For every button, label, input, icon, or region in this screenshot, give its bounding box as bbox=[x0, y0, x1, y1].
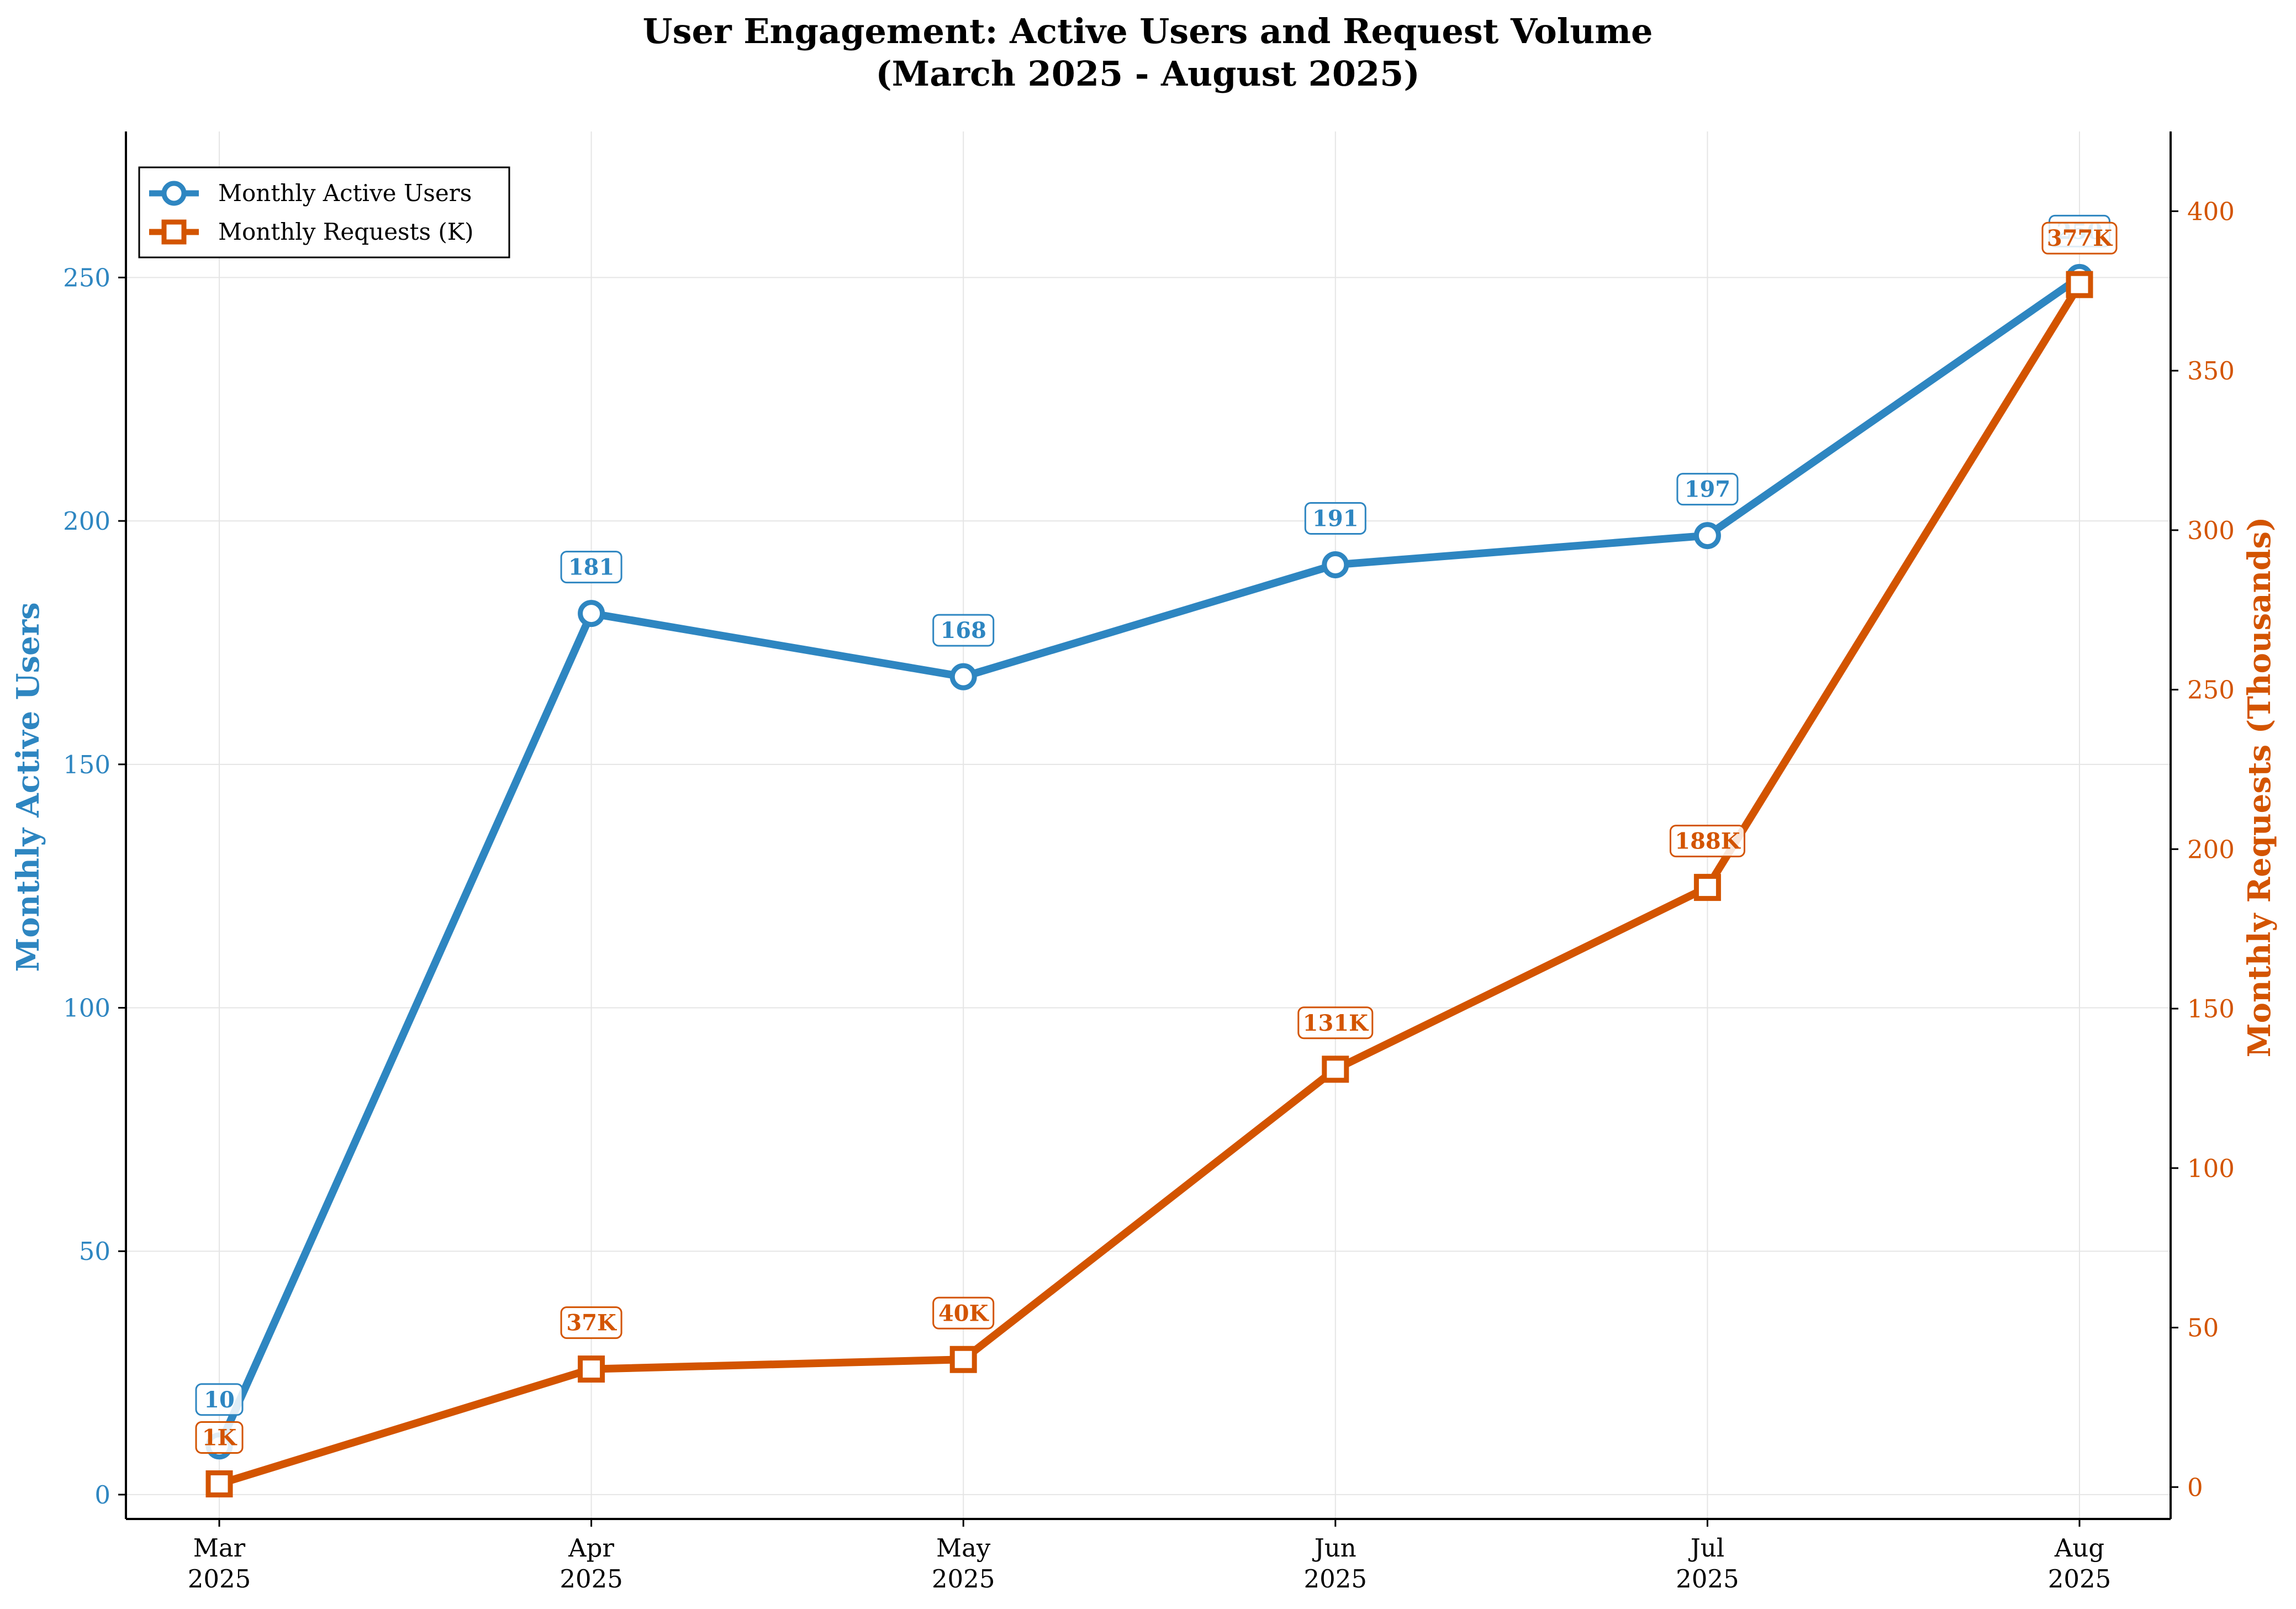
users-point-marker bbox=[1322, 551, 1349, 578]
data-labels: 101811681911972501K37K40K131K188K377K bbox=[195, 214, 2118, 1454]
users-data-label-text: 181 bbox=[568, 555, 615, 581]
legend: Monthly Active Users Monthly Requests (K… bbox=[138, 166, 510, 259]
users-data-label-box bbox=[560, 551, 622, 584]
users-data-label: 168 bbox=[932, 614, 995, 647]
users-data-label: 181 bbox=[560, 551, 622, 584]
requests-data-label-text: 40K bbox=[938, 1300, 989, 1326]
requests-data-label-box bbox=[560, 1306, 622, 1339]
users-data-label: 197 bbox=[1676, 473, 1739, 506]
requests-point-marker bbox=[205, 1470, 233, 1497]
x-tick-label: Apr 2025 bbox=[560, 1533, 623, 1594]
right-tick-label: 350 bbox=[2187, 356, 2235, 386]
left-axis-ticks: 0 50 100 150 200 250 bbox=[63, 263, 126, 1510]
right-tick-label: 100 bbox=[2187, 1154, 2235, 1183]
users-point-marker bbox=[949, 663, 977, 690]
right-axis-ticks: 0 50 100 150 200 250 300 350 400 bbox=[2171, 197, 2235, 1502]
right-tick-label: 0 bbox=[2187, 1473, 2203, 1502]
requests-data-label-box bbox=[1669, 825, 1745, 858]
users-data-label-text: 191 bbox=[1312, 505, 1359, 531]
right-tick-label: 400 bbox=[2187, 197, 2235, 226]
users-data-label-text: 10 bbox=[204, 1387, 235, 1413]
users-data-label-text: 168 bbox=[940, 618, 986, 643]
requests-data-label: 188K bbox=[1669, 825, 1745, 858]
requests-data-label: 37K bbox=[560, 1306, 622, 1339]
legend-label-users: Monthly Active Users bbox=[218, 180, 472, 207]
requests-data-label-box bbox=[195, 1421, 244, 1454]
right-axis-label: Monthly Requests (Thousands) bbox=[2241, 517, 2278, 1058]
users-data-label: 191 bbox=[1304, 502, 1366, 535]
requests-data-label-text: 1K bbox=[202, 1425, 237, 1450]
users-data-label-box bbox=[1304, 502, 1366, 535]
requests-point-marker bbox=[949, 1346, 977, 1373]
right-tick-label: 150 bbox=[2187, 994, 2235, 1024]
users-point-marker bbox=[1693, 522, 1721, 550]
x-tick-label: May 2025 bbox=[932, 1533, 995, 1594]
x-tick-label: Aug 2025 bbox=[2048, 1533, 2112, 1594]
requests-data-label-text: 37K bbox=[566, 1310, 617, 1336]
users-data-label-box bbox=[1676, 473, 1739, 506]
requests-point-marker bbox=[2066, 271, 2093, 298]
requests-data-label: 377K bbox=[2041, 221, 2118, 255]
requests-point-marker bbox=[1693, 874, 1721, 901]
left-tick-label: 150 bbox=[63, 750, 110, 779]
left-tick-label: 0 bbox=[94, 1480, 110, 1510]
chart-subtitle: (March 2025 - August 2025) bbox=[875, 54, 1419, 94]
x-tick-label: Jun 2025 bbox=[1304, 1533, 1368, 1594]
requests-data-label: 1K bbox=[195, 1421, 244, 1454]
legend-marker-circle bbox=[161, 181, 187, 206]
chart-title: User Engagement: Active Users and Reques… bbox=[643, 11, 1653, 51]
right-tick-label: 300 bbox=[2187, 516, 2235, 545]
left-axis-label: Monthly Active Users bbox=[10, 602, 46, 972]
left-tick-label: 50 bbox=[79, 1237, 110, 1266]
legend-marker-square bbox=[161, 219, 187, 245]
requests-data-label-text: 188K bbox=[1675, 829, 1740, 854]
right-tick-label: 250 bbox=[2187, 676, 2235, 705]
grid-lines bbox=[126, 131, 2171, 1519]
x-tick-label: Mar 2025 bbox=[188, 1533, 251, 1594]
requests-data-label: 131K bbox=[1297, 1006, 1374, 1040]
requests-data-label-box bbox=[932, 1296, 995, 1330]
users-data-label-box bbox=[195, 1383, 244, 1416]
legend-frame bbox=[138, 166, 510, 259]
requests-data-label-text: 131K bbox=[1303, 1010, 1369, 1036]
requests-data-label: 40K bbox=[932, 1296, 995, 1330]
users-point-marker bbox=[578, 600, 605, 627]
x-tick-label: Jul 2025 bbox=[1676, 1533, 1739, 1594]
left-tick-label: 100 bbox=[63, 994, 110, 1023]
requests-point-marker bbox=[1322, 1056, 1349, 1083]
legend-label-requests: Monthly Requests (K) bbox=[218, 218, 474, 245]
users-data-label-text: 197 bbox=[1685, 477, 1731, 503]
requests-point-marker bbox=[578, 1355, 605, 1383]
left-tick-label: 200 bbox=[63, 507, 110, 536]
x-axis-ticks: Mar 2025 Apr 2025 May 2025 Jun 2025 Jul 2025 Aug 20… bbox=[188, 1519, 2112, 1594]
right-tick-label: 50 bbox=[2187, 1313, 2219, 1343]
right-tick-label: 200 bbox=[2187, 835, 2235, 864]
requests-data-label-box bbox=[1297, 1006, 1374, 1040]
users-data-label: 10 bbox=[195, 1383, 244, 1416]
requests-series-line bbox=[215, 281, 2083, 1488]
users-data-label-box bbox=[932, 614, 995, 647]
requests-data-label-box bbox=[2041, 221, 2118, 255]
left-tick-label: 250 bbox=[63, 263, 110, 292]
users-series-line bbox=[215, 273, 2083, 1450]
axes bbox=[125, 131, 2172, 1520]
requests-data-label-text: 377K bbox=[2047, 225, 2113, 251]
